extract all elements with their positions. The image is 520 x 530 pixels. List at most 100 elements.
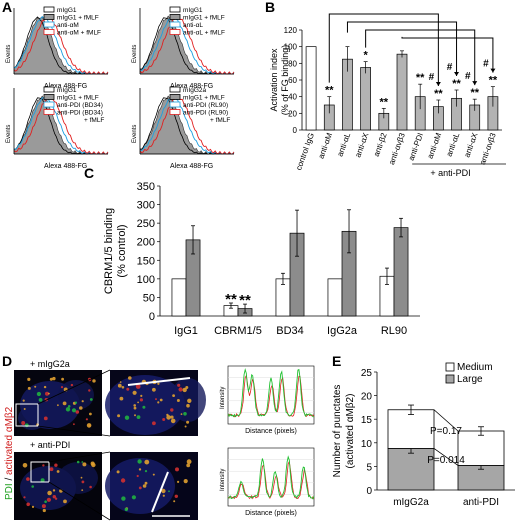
fluorescent-punctate xyxy=(161,488,166,494)
e-connector xyxy=(433,448,459,466)
fluorescent-punctate xyxy=(121,386,125,389)
legend-entry: anti-αM xyxy=(57,22,79,29)
zoom-box xyxy=(30,461,50,483)
legend-swatch xyxy=(169,29,181,35)
legend-swatch xyxy=(43,109,55,115)
histogram-curve xyxy=(139,95,235,155)
b-category-label: anti-PDI xyxy=(407,132,425,162)
fluorescent-punctate xyxy=(142,484,147,488)
fluorescent-punctate xyxy=(152,387,156,392)
b-category-label: anti-β2 xyxy=(372,131,389,158)
c-tick-label: 50 xyxy=(143,292,155,304)
b-significance: ** xyxy=(452,78,461,90)
b-group-label: + anti-PDI xyxy=(430,168,470,178)
fluorescent-punctate xyxy=(119,381,122,383)
legend-entry: mIgG1 + fMLF xyxy=(183,95,225,102)
fluorescent-punctate xyxy=(162,418,166,421)
fluorescent-punctate xyxy=(138,468,142,471)
fluorescent-punctate xyxy=(31,485,34,488)
e-legend-entry: Large xyxy=(457,374,483,385)
fluorescent-punctate xyxy=(144,470,148,473)
b-comparison-mark: # xyxy=(465,71,471,82)
b-y-label: Activation index(% of FG binding) xyxy=(269,45,290,116)
fluorescent-punctate xyxy=(44,500,47,504)
line-scan xyxy=(151,471,169,513)
legend-entry: anti-PDI (BD34) xyxy=(57,102,103,109)
legend-entry: + fMLF xyxy=(84,117,104,124)
fluorescent-punctate xyxy=(124,507,128,512)
fluorescent-punctate xyxy=(81,489,84,491)
fluorescent-punctate xyxy=(85,418,88,421)
fluorescent-punctate xyxy=(34,385,37,388)
fluorescent-punctate xyxy=(159,398,163,402)
fluorescent-punctate xyxy=(43,385,47,389)
legend-swatch xyxy=(43,94,55,100)
fluorescent-punctate xyxy=(139,398,143,402)
fluorescent-punctate xyxy=(117,414,121,418)
fluorescent-punctate xyxy=(41,504,46,509)
fluorescent-punctate xyxy=(126,387,130,391)
b-tick-label: 120 xyxy=(284,26,298,35)
e-bar-segment xyxy=(457,465,505,491)
fluorescent-punctate xyxy=(173,500,176,503)
fluorescent-punctate xyxy=(65,407,71,412)
micrograph-anti-pdi xyxy=(14,452,102,520)
intensity-trace-green xyxy=(227,455,315,500)
panel-c-letter: C xyxy=(84,165,94,181)
legend-swatch xyxy=(43,14,55,20)
fluorescent-punctate xyxy=(184,425,187,428)
e-p-value: P=0.014 xyxy=(427,455,465,466)
b-category-label: anti-αX xyxy=(353,131,370,159)
fluorescent-punctate xyxy=(157,382,160,385)
histogram-x-label: Alexa 488-FG xyxy=(170,83,213,90)
fluorescent-punctate xyxy=(166,415,171,420)
legend-entry: mIgG1 + fMLF xyxy=(57,95,99,102)
fluorescent-punctate xyxy=(92,379,96,383)
b-tick-label: 100 xyxy=(284,43,298,52)
c-category-label: CBRM1/5 xyxy=(214,325,262,337)
panel-b-letter: B xyxy=(265,0,275,15)
b-significance: ** xyxy=(380,96,389,108)
line-scan xyxy=(127,377,191,386)
fluorescent-punctate xyxy=(42,464,45,467)
c-tick-label: 250 xyxy=(137,218,155,230)
b-significance: ** xyxy=(416,72,425,84)
fluorescent-punctate xyxy=(90,461,95,466)
fluorescent-punctate xyxy=(48,392,50,395)
fluorescent-punctate xyxy=(142,405,146,409)
b-category-label: control IgG xyxy=(294,132,316,172)
e-tick-label: 25 xyxy=(361,368,373,379)
fluorescent-punctate xyxy=(38,398,43,402)
fluorescent-punctate xyxy=(177,383,181,387)
fluorescent-punctate xyxy=(128,376,132,380)
e-category-label: anti-PDI xyxy=(463,497,499,508)
c-bar xyxy=(171,278,187,317)
b-category-label: anti-αvβ3 xyxy=(478,131,498,166)
c-y-label: CBRM1/5 binding(% control) xyxy=(103,208,128,294)
b-significance: ** xyxy=(325,85,334,97)
fluorescent-punctate xyxy=(183,479,188,484)
panel-a-letter: A xyxy=(2,0,12,15)
fluorescent-punctate xyxy=(49,377,53,381)
fluorescent-punctate xyxy=(60,386,64,389)
fluorescent-punctate xyxy=(43,416,48,421)
fluorescent-punctate xyxy=(52,489,56,492)
fluorescent-punctate xyxy=(75,410,80,414)
fluorescent-punctate xyxy=(134,414,136,417)
fluorescent-punctate xyxy=(42,508,46,513)
fluorescent-punctate xyxy=(31,505,35,508)
panel-e: E Number of punctates (activated αMβ2) 0 5 1… xyxy=(332,353,515,508)
fluorescent-punctate xyxy=(180,413,183,415)
c-category-label: IgG2a xyxy=(327,325,358,337)
legend-swatch xyxy=(43,21,55,28)
histogram-y-label: Events xyxy=(132,125,138,143)
fluorescent-punctate xyxy=(155,398,157,401)
fluorescent-punctate xyxy=(89,485,92,489)
legend-entry: mIgG1 xyxy=(183,7,203,14)
fluorescent-punctate xyxy=(52,495,56,499)
intensity-trace-green xyxy=(227,367,315,418)
e-legend-swatch xyxy=(445,374,455,384)
